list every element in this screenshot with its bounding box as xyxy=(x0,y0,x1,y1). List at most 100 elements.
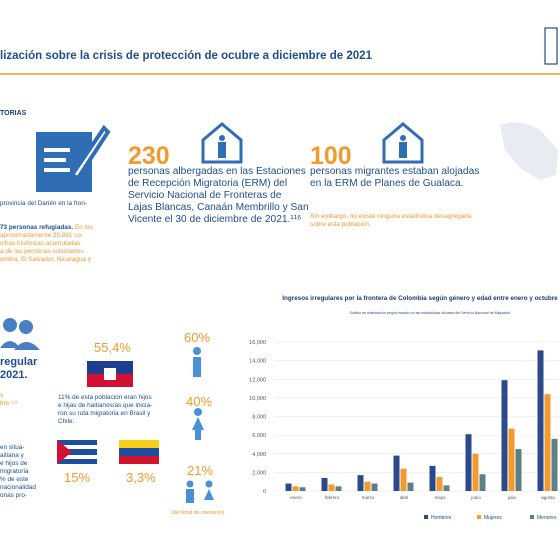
chart: Ingresos irregulares por la frontera de … xyxy=(249,295,560,521)
bar xyxy=(321,477,328,491)
heading: TORIAS xyxy=(0,110,27,117)
text-line: s xyxy=(0,392,4,399)
y-tick-label: 10,000 xyxy=(249,396,266,402)
bar xyxy=(515,449,522,491)
bar xyxy=(429,465,436,491)
flag-venezuela xyxy=(119,440,159,464)
text-line: migratoria xyxy=(0,468,29,475)
y-tick-label: 14,000 xyxy=(249,359,266,365)
text-line: aitiana y xyxy=(0,452,24,459)
bar xyxy=(479,474,486,491)
y-tick-label: 2,000 xyxy=(252,470,266,476)
big-text: regular 2021. xyxy=(0,356,37,382)
y-tick-label: 0 xyxy=(263,489,266,495)
text-line: bre.¹¹³ xyxy=(0,400,18,407)
text-line: personas albergadas en las Estaciones xyxy=(128,166,306,177)
text-line: cifras históricas acumuladas. xyxy=(0,240,83,247)
map xyxy=(500,122,558,180)
shelter-icon xyxy=(201,122,424,164)
flag-cuba xyxy=(57,440,97,464)
text-line: Chile. xyxy=(58,418,75,425)
text-block: 11% de esta población eran hijos e hijas … xyxy=(58,394,152,426)
chart-subtitle: Gráfico de elaboración propia basado en … xyxy=(350,311,511,315)
y-tick-label: 4,000 xyxy=(252,452,266,458)
text-line: sobre esta población. xyxy=(310,221,371,228)
bar xyxy=(285,483,292,491)
note: (del total de menores) xyxy=(171,510,225,516)
text-line: Vicente el 30 de diciembre de 2021.¹¹⁶ xyxy=(128,214,302,225)
stat-text: personas albergadas en las Estaciones de … xyxy=(128,166,309,226)
note: Sin embargo, no existe ninguna estadísti… xyxy=(310,213,471,229)
y-tick-label: 16,000 xyxy=(249,340,266,346)
text-line: onas pro- xyxy=(0,492,27,499)
text: provincia del Darién en la fron- xyxy=(0,200,88,207)
stat-text: personas migrantes estaban alojadas en la… xyxy=(310,166,479,190)
x-tick-label: julio xyxy=(507,495,517,500)
text-line: ron su ruta migratoria en Brasil y xyxy=(58,410,151,417)
stat-number: 100 xyxy=(310,142,352,170)
bar xyxy=(364,481,371,491)
x-tick-label: junio xyxy=(470,495,481,500)
legend-label: Hombres xyxy=(431,515,452,521)
text-line: en la ERM de Planes de Gualaca. xyxy=(310,178,464,189)
bar xyxy=(544,394,551,491)
legend-swatch xyxy=(530,515,534,519)
text-line: % de este xyxy=(0,476,29,483)
bar xyxy=(537,350,544,491)
orange-text: s bre.¹¹³ xyxy=(0,392,17,408)
document-icon xyxy=(36,124,111,192)
title: lización sobre la crisis de protección d… xyxy=(0,50,372,62)
text-line: nacionalidad xyxy=(0,484,36,491)
bar xyxy=(292,486,299,491)
legend-label: Mujeres xyxy=(484,515,502,521)
y-tick-label: 12,000 xyxy=(249,377,266,383)
text-line: e hijos de xyxy=(0,460,28,467)
text: En los xyxy=(73,224,93,231)
person-icons xyxy=(0,135,407,503)
text-line: 11% de esta población eran hijos xyxy=(58,394,152,401)
percent: 40% xyxy=(186,394,213,409)
stat-number: 230 xyxy=(128,142,170,170)
x-tick-label: abril xyxy=(400,495,409,500)
x-tick-label: enero xyxy=(290,495,302,500)
bar xyxy=(551,438,558,491)
percent: 15% xyxy=(64,470,91,485)
percent: 55,4% xyxy=(94,340,131,355)
bar xyxy=(508,428,515,491)
text-block: 73 personas refugiadas. En los aproximad… xyxy=(0,224,93,264)
x-tick-label: febrero xyxy=(325,495,340,500)
x-tick-label: agosto xyxy=(541,495,555,500)
text-line: Sin embargo, no existe ninguna estadísti… xyxy=(310,213,472,220)
percent: 60% xyxy=(184,330,211,345)
bar xyxy=(328,484,335,491)
percent: 21% xyxy=(187,463,214,478)
text-line: 2021. xyxy=(0,369,28,381)
text: 73 personas refugiadas. xyxy=(0,224,74,231)
text-line: regular xyxy=(0,356,38,368)
bar xyxy=(407,482,414,491)
bar xyxy=(400,468,407,491)
x-tick-label: mayo xyxy=(434,495,446,500)
legend-swatch xyxy=(424,515,428,519)
text-line: personas migrantes estaban alojadas xyxy=(310,166,480,177)
legend-swatch xyxy=(477,515,481,519)
text-line: aproximadamente 20,881 so- xyxy=(0,232,84,239)
x-tick-label: marzo xyxy=(362,495,375,500)
bar xyxy=(501,380,508,491)
y-tick-label: 8,000 xyxy=(252,415,266,421)
bar xyxy=(436,477,443,491)
bar xyxy=(472,453,479,491)
bar xyxy=(443,485,450,491)
bar xyxy=(357,475,364,491)
legend-label: Menores xyxy=(537,515,557,521)
chart-title: Ingresos irregulares por la frontera de … xyxy=(282,295,558,302)
bar xyxy=(371,483,378,491)
text-line: Servicio Nacional de Fronteras de xyxy=(128,190,282,201)
text-line: Lajas Blancas, Canaán Membrillo y San xyxy=(128,202,309,213)
text-line: en situa- xyxy=(0,444,25,451)
percent: 3,3% xyxy=(126,470,156,485)
y-tick-label: 6,000 xyxy=(252,433,266,439)
